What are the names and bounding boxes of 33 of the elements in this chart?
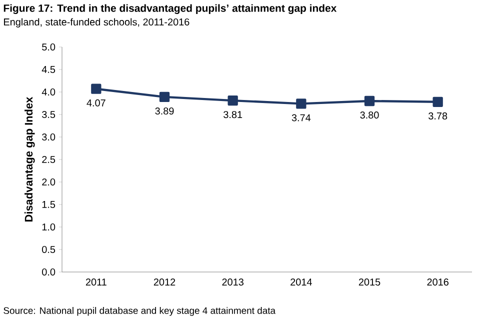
point <box>91 84 102 94</box>
source-note: Source: National pupil database and key stage 4 attainment data <box>4 306 276 316</box>
y-tick-label: 3.0 <box>42 133 56 141</box>
y-tick-label: 2.0 <box>42 178 56 186</box>
data-label: 3.74 <box>292 114 311 122</box>
point <box>159 92 170 102</box>
data-label: 3.89 <box>155 107 174 115</box>
x-tick-label: 2016 <box>427 278 448 286</box>
y-tick-label: 4.5 <box>42 66 56 73</box>
y-tick-label: 1.5 <box>42 201 56 208</box>
x-tick-label: 2012 <box>154 278 176 286</box>
y-axis-title: Disadvantage gap Index <box>24 96 35 222</box>
x-tick-label: 2015 <box>358 278 380 286</box>
data-label: 3.81 <box>224 111 242 118</box>
data-label: 3.78 <box>428 112 448 120</box>
data-label: 4.07 <box>86 99 106 106</box>
x-tick-label: 2014 <box>290 278 312 286</box>
y-tick-label: 4.0 <box>42 88 56 96</box>
x-tick-label: 2013 <box>222 278 244 286</box>
y-tick-label: 1.0 <box>42 223 56 231</box>
y-tick-label: 0.5 <box>42 246 56 254</box>
chart-title: Figure 17: Trend in the disadvantaged pupils’ attainment gap index <box>4 4 337 14</box>
y-tick-label: 3.5 <box>42 110 56 118</box>
point <box>296 98 306 109</box>
y-tick-label: 2.5 <box>42 156 56 164</box>
point <box>228 95 238 106</box>
point <box>432 96 443 107</box>
y-tick-label: 0.0 <box>42 268 56 276</box>
chart-subtitle: England, state-funded schools, 2011-2016 <box>4 18 190 28</box>
point <box>364 96 375 106</box>
x-tick-label: 2011 <box>86 278 106 286</box>
data-label: 3.80 <box>360 112 379 119</box>
y-tick-label: 5.0 <box>42 43 56 51</box>
